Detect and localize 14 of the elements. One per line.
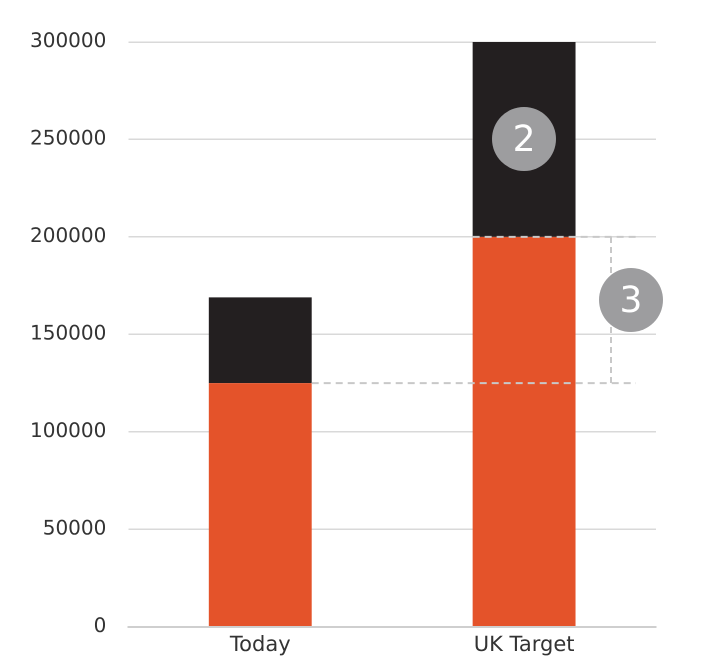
y-tick-label: 250000 xyxy=(30,126,106,150)
y-tick-label: 150000 xyxy=(30,320,106,345)
bar xyxy=(208,297,312,384)
annotation: 3 xyxy=(599,268,663,332)
x-tick-label: Today xyxy=(228,632,291,656)
y-tick-label: 200000 xyxy=(30,223,106,248)
x-tick-label: UK Target xyxy=(474,632,574,656)
bar xyxy=(472,236,576,626)
y-tick-label: 50000 xyxy=(42,516,106,540)
annotation: 2 xyxy=(492,107,556,172)
y-tick-label: 100000 xyxy=(30,418,106,442)
y-tick-label: 0 xyxy=(94,613,106,638)
y-tick-label: 300000 xyxy=(30,28,106,52)
bar xyxy=(208,383,312,626)
